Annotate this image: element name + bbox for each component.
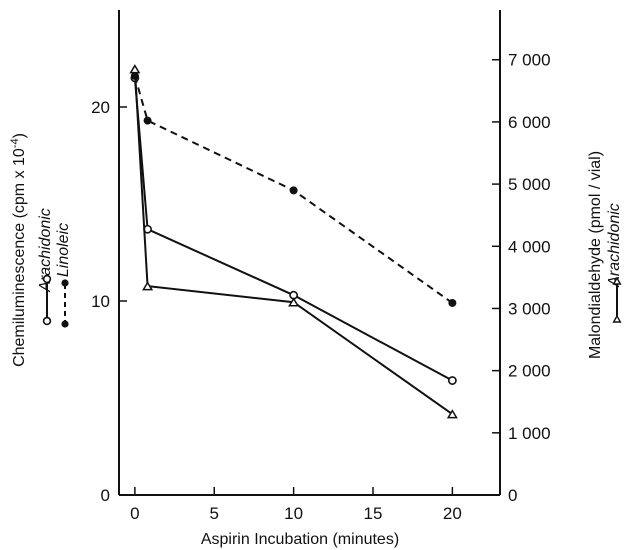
y-right-tick-label: 0	[508, 486, 517, 505]
series-layer	[129, 64, 458, 419]
y-left-axis-title-close: )	[11, 133, 28, 138]
data-point-arachidonic-right	[142, 281, 154, 291]
legend-left-linoleic-key	[61, 279, 69, 328]
y-left-axis-title-exponent: -4	[9, 138, 21, 148]
y-right-axis-title: Malondialdehyde (pmol / vial)	[587, 151, 604, 359]
y-left-tick-label: 20	[91, 98, 110, 117]
data-point-linoleic-left	[448, 298, 457, 307]
y-right-tick-label: 5 000	[508, 175, 551, 194]
y-right-tick-label: 2 000	[508, 362, 551, 381]
data-point-arachidonic-right	[129, 64, 141, 74]
ticks: 0 5 10 15 20 0 10 20 0 1 000 2 000 3 000 4 000 5 000 6…	[91, 51, 550, 523]
data-point-arachidonic-right	[288, 297, 300, 307]
data-point-arachidonic-left	[447, 376, 457, 385]
data-point-linoleic-left	[143, 116, 152, 125]
y-right-tick-label: 4 000	[508, 237, 551, 256]
x-tick-label: 5	[210, 504, 219, 523]
legend-right-arachidonic-label: Arachidonic	[606, 203, 623, 288]
y-left-axis-title-main: Chemiluminescence (cpm x 10	[11, 148, 28, 367]
y-left-tick-label: 10	[91, 292, 110, 311]
axes	[118, 10, 501, 496]
x-axis-title: Aspirin Incubation (minutes)	[201, 531, 399, 548]
legend-left-linoleic-label: Linoleic	[55, 223, 72, 277]
data-point-arachidonic-right	[446, 409, 458, 419]
y-right-tick-label: 1 000	[508, 424, 551, 443]
y-left-tick-label: 0	[101, 486, 110, 505]
data-point-linoleic-left	[289, 186, 298, 195]
x-tick-label: 15	[364, 504, 383, 523]
y-left-axis-title: Chemiluminescence (cpm x 10-4)	[9, 133, 28, 367]
x-tick-label: 20	[443, 504, 462, 523]
y-right-tick-label: 6 000	[508, 113, 551, 132]
x-tick-label: 0	[130, 504, 139, 523]
legend-right-arachidonic-key	[612, 276, 622, 323]
x-tick-label: 10	[284, 504, 303, 523]
y-right-tick-label: 7 000	[508, 51, 551, 70]
legend-left-arachidonic-key	[42, 274, 52, 326]
y-right-tick-label: 3 000	[508, 299, 551, 318]
series-line-linoleic-left	[133, 75, 453, 304]
series-line-arachidonic-left	[133, 77, 453, 382]
series-line-arachidonic-right	[133, 69, 453, 415]
legend-left-arachidonic-label: Arachidonic	[37, 208, 54, 293]
